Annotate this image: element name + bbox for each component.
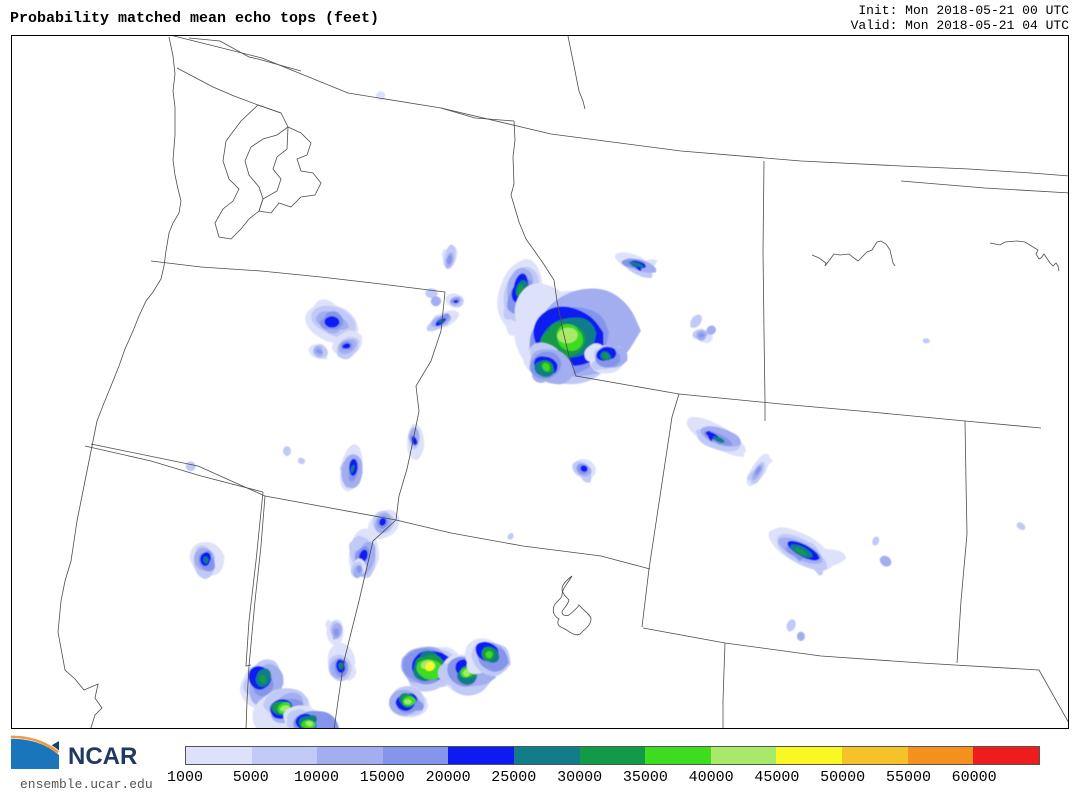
svg-text:NCAR: NCAR [68,743,137,770]
